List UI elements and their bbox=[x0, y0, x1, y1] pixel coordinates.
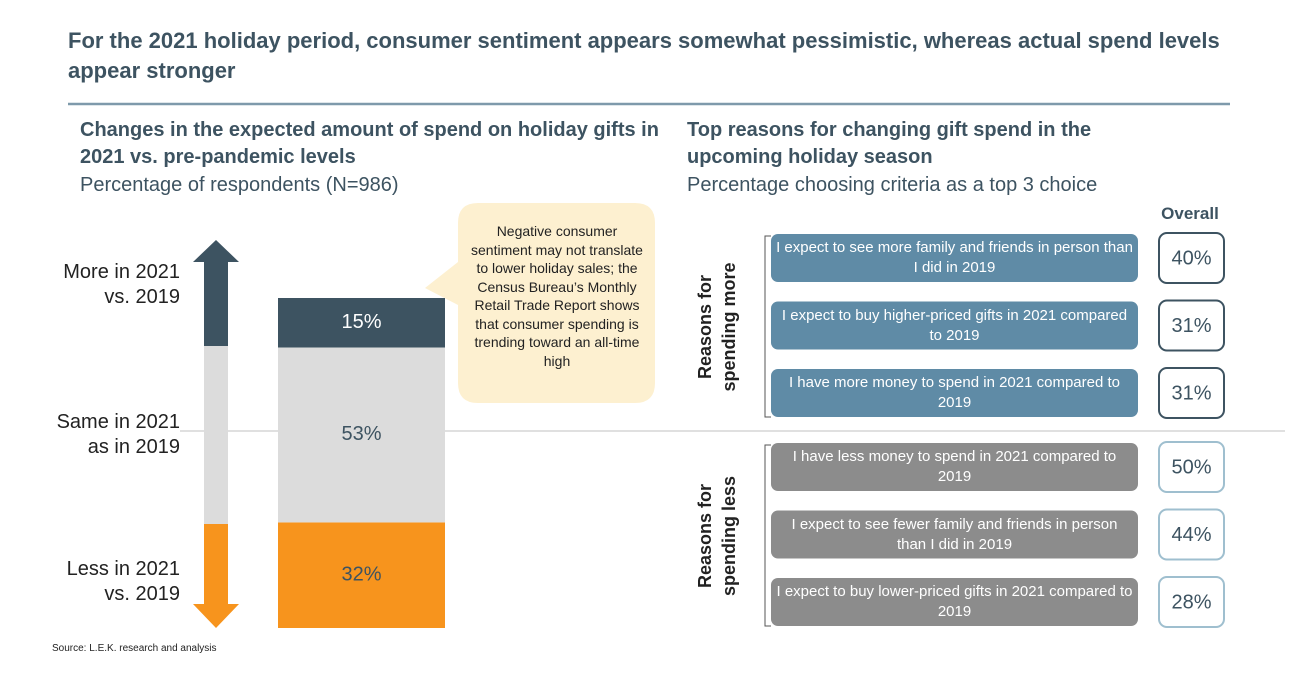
group-label: Reasons for spending more bbox=[695, 262, 739, 392]
chart-title: Top reasons for changing gift spend in t… bbox=[687, 119, 1092, 168]
reason-pill bbox=[771, 234, 1138, 282]
page-title: For the 2021 holiday period, consumer se… bbox=[68, 28, 1220, 83]
arrow-middle bbox=[204, 346, 228, 524]
bracket bbox=[764, 444, 771, 627]
arrow-bottom bbox=[193, 524, 239, 628]
category-label: More in 2021 vs. 2019 bbox=[63, 261, 180, 308]
reason-pill bbox=[771, 510, 1138, 559]
value-label: 31% bbox=[1171, 315, 1211, 337]
reason-pill bbox=[771, 578, 1138, 626]
chart-subtitle: Percentage choosing criteria as a top 3 … bbox=[687, 174, 1098, 196]
value-box bbox=[1158, 367, 1225, 419]
reason-text: I expect to see fewer family and friends… bbox=[791, 515, 1118, 553]
bar-segment bbox=[278, 347, 445, 523]
reason-pill bbox=[771, 443, 1138, 491]
value-box bbox=[1158, 508, 1225, 561]
bar-segment bbox=[278, 298, 445, 348]
callout bbox=[425, 203, 655, 403]
group-label: Reasons for spending less bbox=[695, 475, 739, 596]
reason-text: I have less money to spend in 2021 compa… bbox=[792, 448, 1117, 485]
value-label: 53% bbox=[341, 423, 381, 445]
value-label: 40% bbox=[1171, 247, 1211, 269]
value-label: 44% bbox=[1171, 524, 1211, 546]
value-box bbox=[1158, 441, 1225, 493]
reason-pill bbox=[771, 369, 1138, 417]
chart-title: Changes in the expected amount of spend … bbox=[80, 119, 659, 168]
reason-text: I expect to buy higher-priced gifts in 2… bbox=[781, 306, 1128, 344]
value-label: 15% bbox=[341, 311, 381, 333]
reason-text: I expect to see more family and friends … bbox=[776, 239, 1133, 276]
value-label: 50% bbox=[1171, 456, 1211, 478]
chart-subtitle: Percentage of respondents (N=986) bbox=[80, 174, 399, 196]
reason-text: I have more money to spend in 2021 compa… bbox=[788, 374, 1121, 411]
value-box bbox=[1158, 576, 1225, 628]
value-box bbox=[1158, 232, 1225, 284]
column-label: Overall bbox=[1161, 204, 1219, 223]
category-label: Less in 2021 vs. 2019 bbox=[66, 558, 180, 605]
category-label: Same in 2021 as in 2019 bbox=[56, 411, 180, 458]
bracket bbox=[764, 235, 771, 418]
source: Source: L.E.K. research and analysis bbox=[52, 643, 217, 654]
value-label: 28% bbox=[1171, 591, 1211, 613]
value-label: 31% bbox=[1171, 382, 1211, 404]
value-label: 32% bbox=[341, 563, 381, 585]
bar-segment bbox=[278, 522, 445, 628]
reason-text: I expect to buy lower-priced gifts in 20… bbox=[776, 583, 1133, 620]
reason-pill bbox=[771, 301, 1138, 350]
annotation: Negative consumer sentiment may not tran… bbox=[471, 223, 643, 369]
value-box bbox=[1158, 299, 1225, 352]
arrow-top bbox=[193, 240, 239, 346]
